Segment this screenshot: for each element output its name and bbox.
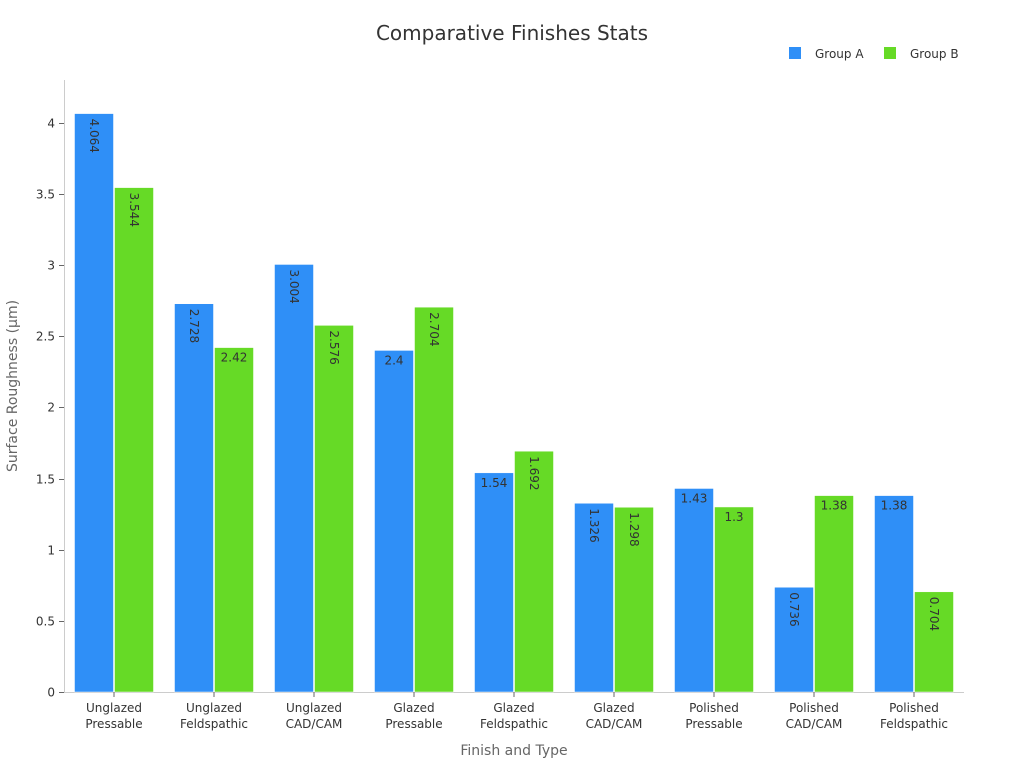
data-label: 3.004 <box>287 269 301 303</box>
x-tick-label: CAD/CAM <box>786 717 843 731</box>
data-label: 1.38 <box>821 499 848 513</box>
y-tick-label: 2 <box>47 401 55 415</box>
x-axis-title: Finish and Type <box>460 743 567 759</box>
x-tick-label: Unglazed <box>286 701 342 715</box>
bar-group-b <box>414 306 454 693</box>
x-tick-label: Feldspathic <box>880 717 948 731</box>
x-tick-label: Unglazed <box>86 701 142 715</box>
x-tick-label: Pressable <box>85 717 142 731</box>
x-tick-label: Pressable <box>685 717 742 731</box>
data-label: 1.692 <box>527 456 541 490</box>
chart-title: Comparative Finishes Stats <box>376 21 648 45</box>
data-label: 2.728 <box>187 309 201 343</box>
bars: 4.064 3.544 2.728 2.42 3.004 2.576 2.4 2.704 1.5… <box>74 113 954 693</box>
data-label: 1.43 <box>681 491 708 505</box>
bar-group-a <box>374 350 414 693</box>
y-tick-label: 2.5 <box>36 330 55 344</box>
y-axis: 0 0.5 1 1.5 2 2.5 3 3.5 4 <box>36 117 64 700</box>
data-label: 2.704 <box>427 312 441 346</box>
bar-group-b <box>914 591 954 693</box>
y-tick-label: 1 <box>47 544 55 558</box>
data-label: 2.42 <box>221 351 248 365</box>
legend-label: Group A <box>815 47 864 61</box>
x-tick-label: Polished <box>889 701 939 715</box>
legend: Group A Group B <box>789 47 959 61</box>
y-tick-label: 3 <box>47 259 55 273</box>
bar-group-b <box>214 347 254 693</box>
legend-swatch <box>884 47 896 59</box>
data-label: 1.3 <box>724 510 743 524</box>
bar-group-a <box>674 488 714 693</box>
x-tick-label: Unglazed <box>186 701 242 715</box>
y-tick-label: 3.5 <box>36 188 55 202</box>
x-tick-label: Feldspathic <box>180 717 248 731</box>
x-tick-label: CAD/CAM <box>286 717 343 731</box>
data-label: 2.576 <box>327 330 341 364</box>
y-tick-label: 0 <box>47 686 55 700</box>
bar-group-a <box>74 113 114 693</box>
x-tick-label: Feldspathic <box>480 717 548 731</box>
y-axis-title: Surface Roughness (µm) <box>5 300 21 472</box>
bar-group-b <box>614 507 654 693</box>
x-tick-label: Glazed <box>593 701 634 715</box>
bar-group-b <box>114 187 154 693</box>
data-label: 1.326 <box>587 508 601 542</box>
x-tick-label: Polished <box>789 701 839 715</box>
y-tick-label: 0.5 <box>36 615 55 629</box>
x-axis: Unglazed Pressable Unglazed Feldspathic Ungl… <box>85 692 948 731</box>
bar-group-b <box>814 495 854 693</box>
x-tick-label: Glazed <box>393 701 434 715</box>
x-tick-label: Pressable <box>385 717 442 731</box>
x-tick-label: CAD/CAM <box>586 717 643 731</box>
bar-group-a <box>774 586 814 693</box>
data-label: 2.4 <box>384 353 403 367</box>
bar-group-b <box>514 450 554 693</box>
bar-group-b <box>314 325 354 693</box>
bar-group-a <box>474 472 514 693</box>
y-tick-label: 1.5 <box>36 473 55 487</box>
legend-swatch <box>789 47 801 59</box>
bar-group-a <box>574 503 614 693</box>
legend-label: Group B <box>910 47 959 61</box>
data-label: 1.54 <box>481 476 508 490</box>
data-label: 3.544 <box>127 193 141 227</box>
bar-group-a <box>274 264 314 693</box>
bar-group-a <box>174 303 214 693</box>
x-tick-label: Glazed <box>493 701 534 715</box>
data-label: 4.064 <box>87 119 101 153</box>
bar-group-a <box>874 495 914 693</box>
data-label: 0.736 <box>787 592 801 626</box>
data-label: 1.298 <box>627 512 641 546</box>
x-tick-label: Polished <box>689 701 739 715</box>
bar-group-b <box>714 506 754 693</box>
y-tick-label: 4 <box>47 117 55 131</box>
data-label: 0.704 <box>927 597 941 631</box>
data-label: 1.38 <box>881 499 908 513</box>
